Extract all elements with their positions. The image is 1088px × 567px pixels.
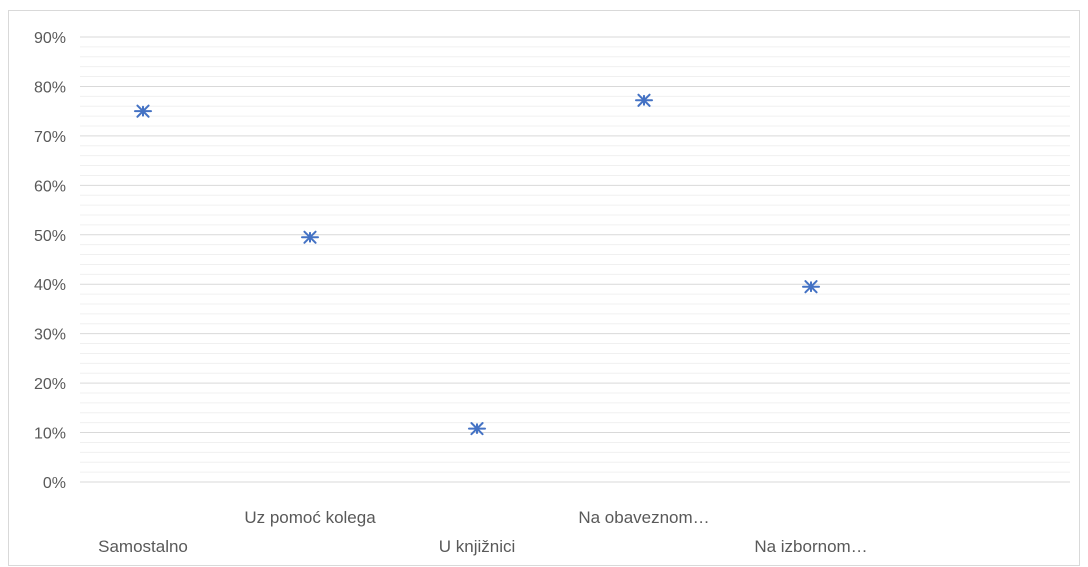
y-tick-label: 60% [34, 178, 66, 195]
y-tick-label: 80% [34, 79, 66, 96]
x-axis-category-labels: Samostalno Uz pomoć kolega U knjižnici Na o… [98, 508, 868, 556]
data-point [301, 230, 319, 244]
chart-frame [8, 10, 1080, 566]
y-tick-label: 30% [34, 327, 66, 344]
y-tick-label: 40% [34, 277, 66, 294]
y-tick-label: 50% [34, 228, 66, 245]
x-category-label: Uz pomoć kolega [244, 508, 376, 527]
x-category-label: U knjižnici [439, 537, 516, 556]
x-category-label: Na izbornom… [754, 537, 867, 556]
data-point [635, 93, 653, 107]
major-gridlines [80, 36, 1070, 483]
y-tick-label: 70% [34, 129, 66, 146]
minor-gridlines [80, 46, 1070, 473]
y-axis-tick-labels: 0% 10% 20% 30% 40% 50% 60% 70% 80% 90% [34, 30, 66, 492]
x-category-label: Na obaveznom… [578, 508, 709, 527]
data-point [134, 104, 152, 118]
data-point [468, 422, 486, 436]
data-points [134, 93, 820, 436]
x-category-label: Samostalno [98, 537, 188, 556]
y-tick-label: 0% [43, 475, 66, 492]
data-point [802, 280, 820, 294]
y-tick-label: 90% [34, 30, 66, 47]
y-tick-label: 20% [34, 376, 66, 393]
y-tick-label: 10% [34, 426, 66, 443]
